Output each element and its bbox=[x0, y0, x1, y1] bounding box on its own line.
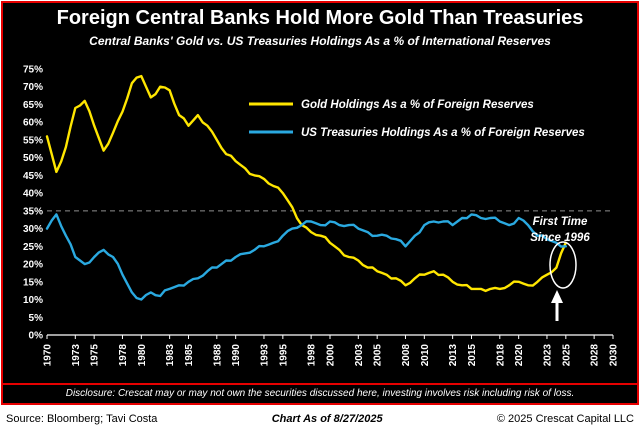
legend-gold-label: Gold Holdings As a % of Foreign Reserves bbox=[301, 99, 534, 111]
plot-svg: 0% 5% 10% 15% 20% 25% 30% 35% 40% 45% 50% 55% 60% 65%… bbox=[23, 65, 620, 367]
x-axis-tick-label: 2015 bbox=[467, 344, 478, 367]
series-line-gold bbox=[45, 74, 567, 293]
y-axis-tick-label: 70% bbox=[23, 82, 43, 93]
footer-bar: Source: Bloomberg; Tavi Costa Chart As o… bbox=[1, 409, 639, 428]
y-axis-tick-label: 25% bbox=[23, 242, 43, 253]
x-axis-tick-label: 2030 bbox=[609, 344, 620, 367]
chart-subtitle: Central Banks' Gold vs. US Treasuries Ho… bbox=[89, 34, 551, 48]
y-axis-tick-label: 65% bbox=[23, 100, 43, 111]
x-axis-tick-label: 2008 bbox=[401, 344, 412, 367]
y-axis-tick-label: 0% bbox=[29, 331, 44, 342]
x-axis-tick-label: 1995 bbox=[278, 344, 289, 367]
x-axis-tick-label: 1998 bbox=[307, 344, 318, 367]
disclosure-text: Disclosure: Crescat may or may not own t… bbox=[3, 383, 637, 403]
x-axis-tick-label: 1973 bbox=[71, 344, 82, 367]
x-axis-tick-label: 2028 bbox=[590, 344, 601, 367]
x-axis-tick-label: 1980 bbox=[137, 344, 148, 367]
crossover-annotation: First Time Since 1996 bbox=[530, 216, 590, 321]
source-text: Source: Bloomberg; Tavi Costa bbox=[6, 412, 158, 425]
copyright-text: © 2025 Crescat Capital LLC bbox=[496, 412, 634, 425]
x-axis-tick-label: 1978 bbox=[118, 344, 129, 367]
as-of-text: Chart As of 8/27/2025 bbox=[271, 412, 383, 425]
crossover-ellipse bbox=[549, 241, 577, 289]
x-axis-tick-label: 2018 bbox=[495, 344, 506, 367]
x-axis-tick-label: 1975 bbox=[90, 344, 101, 367]
x-axis-tick-label: 1983 bbox=[165, 344, 176, 367]
x-axis-tick-label: 2020 bbox=[514, 344, 525, 367]
y-axis-tick-label: 30% bbox=[23, 224, 43, 235]
legend: Gold Holdings As a % of Foreign Reserves… bbox=[249, 99, 585, 139]
up-arrow-icon bbox=[551, 290, 563, 321]
y-axis-tick-label: 60% bbox=[23, 118, 43, 129]
x-axis-tick-label: 2005 bbox=[373, 344, 384, 367]
y-axis-tick-label: 5% bbox=[29, 313, 44, 324]
y-axis-tick-label: 50% bbox=[23, 153, 43, 164]
y-axis-tick-label: 10% bbox=[23, 295, 43, 306]
y-axis-tick-label: 55% bbox=[23, 135, 43, 146]
annotation-line1: First Time bbox=[533, 216, 588, 228]
x-axis-tick-label: 2023 bbox=[542, 344, 553, 367]
y-axis-tick-label: 15% bbox=[23, 277, 43, 288]
x-axis-tick-label: 1990 bbox=[231, 344, 242, 367]
plot-generated-layer: 0% 5% 10% 15% 20% 25% 30% 35% 40% 45% 50% 55% 60% 65%… bbox=[23, 65, 620, 367]
x-axis-tick-label: 2025 bbox=[561, 344, 572, 367]
y-axis-tick-label: 45% bbox=[23, 171, 43, 182]
x-axis-tick-label: 2000 bbox=[326, 344, 337, 367]
x-axis-tick-label: 1993 bbox=[259, 344, 270, 367]
x-axis-tick-label: 2013 bbox=[448, 344, 459, 367]
x-axis-tick-label: 1985 bbox=[184, 344, 195, 367]
legend-treasuries-label: US Treasuries Holdings As a % of Foreign… bbox=[301, 127, 585, 139]
x-axis-tick-label: 2010 bbox=[420, 344, 431, 367]
y-axis-tick-label: 40% bbox=[23, 189, 43, 200]
series-line-treasuries bbox=[45, 213, 567, 301]
y-axis-tick-label: 35% bbox=[23, 206, 43, 217]
y-axis-tick-label: 20% bbox=[23, 260, 43, 271]
x-axis-tick-label: 1970 bbox=[43, 344, 54, 367]
x-axis-tick-label: 1988 bbox=[212, 344, 223, 367]
chart-box: Foreign Central Banks Hold More Gold Tha… bbox=[1, 1, 639, 405]
y-axis-tick-label: 75% bbox=[23, 65, 43, 76]
annotation-line2: Since 1996 bbox=[530, 232, 590, 244]
chart-title: Foreign Central Banks Hold More Gold Tha… bbox=[56, 7, 584, 29]
x-axis-tick-label: 2003 bbox=[354, 344, 365, 367]
